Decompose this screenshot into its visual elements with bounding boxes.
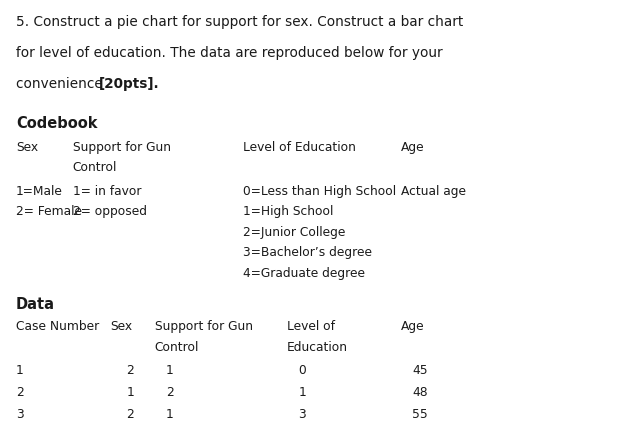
Text: for level of education. The data are reproduced below for your: for level of education. The data are rep…: [16, 46, 442, 60]
Text: 2=Junior College: 2=Junior College: [243, 226, 345, 239]
Text: 1: 1: [16, 364, 23, 377]
Text: 3=Bachelor’s degree: 3=Bachelor’s degree: [243, 246, 372, 259]
Text: Control: Control: [73, 161, 117, 175]
Text: Data: Data: [16, 297, 55, 312]
Text: Actual age: Actual age: [401, 185, 466, 198]
Text: 2: 2: [16, 386, 23, 399]
Text: Age: Age: [401, 141, 424, 154]
Text: Support for Gun: Support for Gun: [155, 320, 252, 334]
Text: Sex: Sex: [16, 141, 38, 154]
Text: 48: 48: [412, 386, 428, 399]
Text: Level of Education: Level of Education: [243, 141, 356, 154]
Text: Codebook: Codebook: [16, 116, 97, 131]
Text: 2: 2: [126, 364, 134, 377]
Text: 45: 45: [412, 364, 428, 377]
Text: Education: Education: [287, 341, 348, 354]
Text: 1: 1: [166, 364, 174, 377]
Text: 55: 55: [412, 408, 428, 421]
Text: 1= in favor: 1= in favor: [73, 185, 141, 198]
Text: Level of: Level of: [287, 320, 335, 334]
Text: 2: 2: [126, 408, 134, 421]
Text: 1: 1: [298, 386, 306, 399]
Text: 1: 1: [126, 386, 134, 399]
Text: Sex: Sex: [110, 320, 133, 334]
Text: 2: 2: [166, 386, 174, 399]
Text: convenience: convenience: [16, 77, 107, 91]
Text: 0: 0: [298, 364, 306, 377]
Text: 1=Male: 1=Male: [16, 185, 62, 198]
Text: Control: Control: [155, 341, 199, 354]
Text: 3: 3: [298, 408, 306, 421]
Text: 5. Construct a pie chart for support for sex. Construct a bar chart: 5. Construct a pie chart for support for…: [16, 15, 463, 29]
Text: [20pts].: [20pts].: [99, 77, 160, 91]
Text: Support for Gun: Support for Gun: [73, 141, 170, 154]
Text: 2= Female: 2= Female: [16, 205, 82, 219]
Text: 3: 3: [16, 408, 23, 421]
Text: Case Number: Case Number: [16, 320, 99, 334]
Text: 0=Less than High School: 0=Less than High School: [243, 185, 396, 198]
Text: 1: 1: [166, 408, 174, 421]
Text: 1=High School: 1=High School: [243, 205, 333, 219]
Text: 4=Graduate degree: 4=Graduate degree: [243, 267, 365, 280]
Text: Age: Age: [401, 320, 424, 334]
Text: 2= opposed: 2= opposed: [73, 205, 146, 219]
